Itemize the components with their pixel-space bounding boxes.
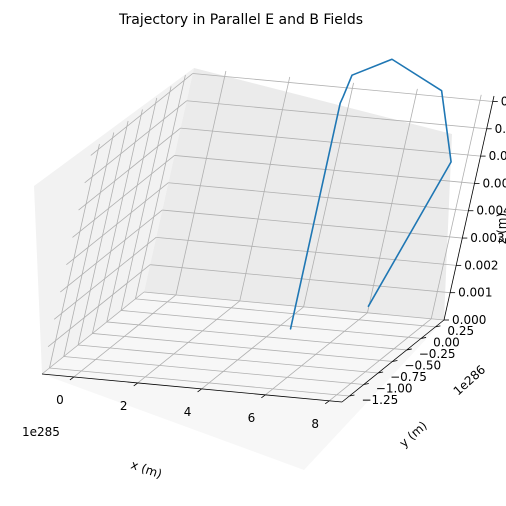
z-grid-left-0 [41,291,145,375]
y-tick-label-0: −1.25 [361,393,398,407]
chart-title: Trajectory in Parallel E and B Fields [118,12,363,28]
y-grid-left-1 [63,132,115,357]
x-tick-4 [324,400,330,405]
x-tick-label-4: 8 [311,417,319,431]
y-tick-2 [378,371,384,374]
y-grid-floor-1 [63,356,364,385]
z-tick-label-4: 0.004 [476,204,506,218]
z-tick-label-7: 0.007 [495,122,506,136]
y-tick-1 [363,383,369,385]
x-axis-line [41,373,343,403]
z-grid-back-6 [180,127,481,157]
z-grid-back-4 [168,182,469,212]
x-grid-back-3 [367,88,418,313]
grid-layer [41,70,493,402]
x-tick-0 [69,376,75,381]
z-tick-label-3: 0.003 [470,231,504,245]
x-offset-text: 1e285 [22,425,60,439]
x-grid-floor-0 [73,294,177,378]
z-grid-back-7 [186,100,487,130]
back-pane [144,68,452,320]
z-grid-left-1 [47,264,151,347]
y-tick-4 [406,348,412,351]
y-tick-6 [435,325,441,328]
y-grid-left-5 [120,86,172,311]
x-tick-label-2: 4 [184,405,192,419]
z-grid-left-4 [66,182,169,266]
x-grid-floor-3 [265,312,368,396]
floor-pane [42,292,444,470]
y-grid-floor-5 [121,310,422,339]
x-tick-2 [197,388,202,393]
y-grid-floor-2 [78,344,379,374]
z-tick-label-1: 0.001 [458,286,492,300]
z-grid-back-3 [162,209,463,239]
x-grid-back-0 [175,70,227,296]
z-grid-left-6 [78,127,181,211]
z-tick-label-2: 0.002 [464,258,498,272]
x-axis-label: x (m) [129,458,164,482]
y-grid-left-6 [135,74,186,299]
z-grid-left-2 [53,237,157,320]
y-grid-left-4 [106,97,158,323]
z-tick-label-5: 0.005 [482,176,506,190]
y-axis-label: y (m) [397,418,430,450]
x-grid-back-2 [303,82,354,307]
z-grid-left-8 [90,73,194,156]
y-grid-floor-3 [92,333,393,362]
x-grid-floor-2 [201,306,304,390]
y-tick-label-3: −0.50 [404,358,441,372]
z-axis-label: z (m) [495,213,506,244]
x-tick-label-3: 6 [248,411,256,425]
left-pane [34,68,194,374]
y-tick-3 [392,360,398,362]
x-tick-1 [133,382,138,387]
x-grid-back-4 [430,94,482,319]
x-tick-3 [261,394,266,399]
y-offset-text: 1e286 [451,362,489,398]
y-tick-label-5: 0.00 [433,335,460,349]
y-grid-left-0 [49,143,100,369]
y-tick-5 [421,337,427,339]
y-tick-label-4: −0.25 [419,347,456,361]
y-grid-floor-4 [106,321,407,351]
y-grid-floor-6 [135,298,436,328]
z-grid-left-7 [84,100,187,184]
z-tick-label-0: 0.000 [452,313,486,327]
tick-label-layer: 0 2 4 6 8−1.25−1.00−0.75−0.50−0.250.000.250.… [56,94,506,430]
y-grid-left-3 [92,109,143,334]
tick-layer [69,101,498,405]
z-grid-back-5 [174,155,475,184]
z-tick-label-6: 0.006 [489,149,506,163]
z-grid-back-0 [143,291,445,321]
z-axis-line [443,95,495,321]
z-tick-label-8: 0.008 [501,94,506,108]
y-tick-label-1: −1.00 [376,381,413,395]
x-grid-floor-1 [137,300,240,384]
x-grid-back-1 [239,76,291,302]
x-tick-label-1: 2 [120,399,128,413]
x-grid-floor-4 [328,318,432,402]
z-grid-back-1 [150,264,451,294]
x-tick-label-0: 0 [56,393,64,407]
z-grid-left-5 [72,155,175,238]
y-grid-left-2 [77,120,129,346]
y-tick-0 [349,394,355,397]
y-tick-label-6: 0.25 [447,324,474,338]
z-grid-back-2 [156,236,457,266]
z-grid-left-3 [60,209,163,293]
y-grid-floor-0 [49,367,350,397]
trajectory-line [289,58,452,330]
y-tick-label-2: −0.75 [390,370,427,384]
